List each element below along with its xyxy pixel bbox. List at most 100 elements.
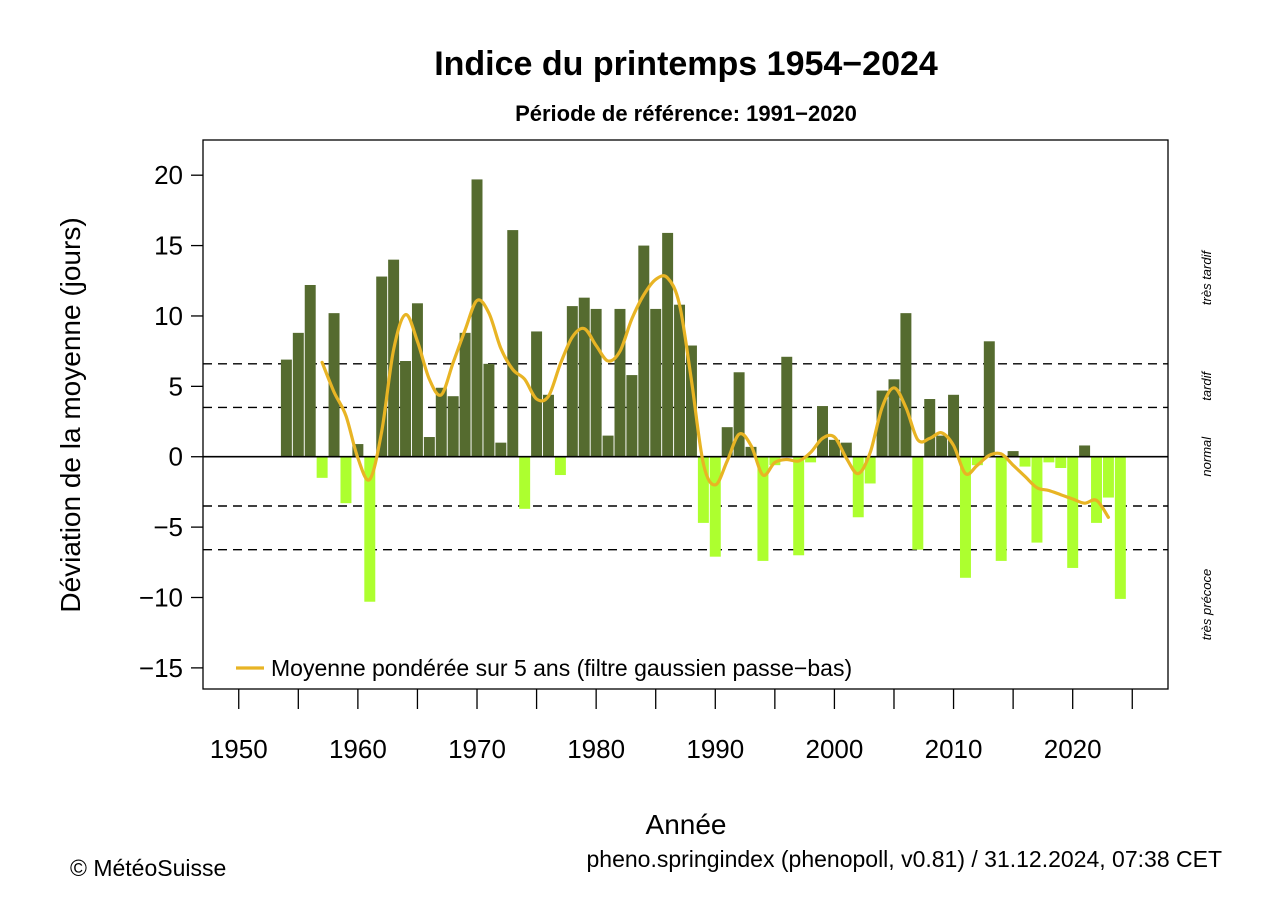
bar-1974 [519,456,531,509]
bar-1983 [626,375,638,457]
bar-2008 [924,399,936,457]
bar-1971 [483,363,495,457]
reference-lines [203,363,1168,551]
bar-1999 [817,406,828,457]
bar-2023 [1102,456,1114,498]
x-tick-label: 1990 [686,734,744,764]
bar-2024 [1114,456,1126,599]
chart-title: Indice du printemps 1954−2024 [434,45,938,83]
copyright: © MétéoSuisse [70,855,226,881]
y-tick-label: 0 [169,442,183,472]
x-tick-label: 1980 [567,734,625,764]
bar-1969 [459,332,471,457]
bar-1955 [292,332,304,457]
x-tick-label: 1950 [210,734,268,764]
bar-2003 [864,456,876,484]
x-tick-label: 1960 [329,734,387,764]
y-tick-label: 15 [154,231,183,261]
bar-1986 [662,232,674,457]
bar-2000 [828,439,840,457]
bar-1996 [781,356,793,457]
bar-1994 [757,456,769,561]
bar-2015 [1007,451,1019,457]
bar-1965 [411,303,423,457]
bar-1968 [447,396,459,457]
bar-2011 [959,456,971,578]
bar-1970 [471,179,483,457]
bar-1993 [745,446,757,457]
bar-2012 [971,456,983,466]
band-label: très précoce [1199,569,1214,641]
bar-2019 [1055,456,1067,468]
bar-2017 [1031,456,1043,543]
bar-2001 [840,442,852,457]
bar-1985 [650,308,662,457]
bar-1978 [566,306,578,457]
bar-2007 [912,456,924,550]
legend-label: Moyenne pondérée sur 5 ans (filtre gauss… [271,655,852,681]
band-label: très tardif [1199,250,1214,306]
bar-1958 [328,313,340,457]
bar-1982 [614,308,626,457]
y-tick-label: 10 [154,301,183,331]
bar-1987 [674,304,686,457]
bar-1990 [709,456,721,557]
bar-1972 [495,442,507,457]
bar-2013 [983,341,995,457]
bar-1954 [280,359,292,457]
y-tick-label: 5 [169,371,183,401]
bar-1964 [400,361,412,457]
bar-2021 [1079,445,1091,457]
y-tick-label: −15 [139,653,183,683]
bar-2020 [1067,456,1079,568]
bar-2022 [1091,456,1102,523]
bar-1961 [364,456,376,602]
bar-1976 [543,394,554,457]
bar-1984 [638,245,650,457]
bar-2010 [948,394,960,457]
bar-1979 [578,297,590,457]
bar-1998 [805,456,817,463]
bar-2006 [900,313,912,457]
x-tick-label: 2010 [925,734,983,764]
y-axis: −15 −10 −5 0 5 10 15 20 [139,160,203,683]
smoothed-mean-line [320,274,1110,519]
bar-1988 [685,345,697,457]
y-tick-label: −5 [153,512,183,542]
bar-1959 [340,456,352,504]
bar-2016 [1019,456,1031,467]
bar-2004 [876,390,888,457]
bar-1966 [423,437,435,457]
legend: Moyenne pondérée sur 5 ans (filtre gauss… [236,655,852,681]
bar-1957 [316,456,328,478]
bars-layer [280,179,1126,602]
bar-1975 [531,331,543,457]
band-label: tardif [1199,370,1214,400]
x-tick-label: 2020 [1044,734,1102,764]
band-labels: très tardif tardif normal très précoce [1199,250,1214,641]
bar-1967 [435,387,447,457]
y-tick-label: −10 [139,583,183,613]
bar-1977 [554,456,566,476]
y-axis-label: Déviation de la moyenne (jours) [55,217,86,612]
x-tick-label: 2000 [805,734,863,764]
chart-subtitle: Période de référence: 1991−2020 [515,101,857,126]
x-tick-label: 1970 [448,734,506,764]
bar-1989 [697,456,709,523]
x-axis: 1950 1960 1970 1980 1990 2000 2010 2020 [210,689,1133,764]
bar-1960 [352,444,364,457]
bar-2009 [936,435,948,457]
y-tick-label: 20 [154,160,183,190]
bar-1991 [721,427,733,457]
bar-1981 [602,435,614,457]
bar-1997 [793,456,805,556]
plot-frame [202,139,1169,690]
bar-1973 [507,230,519,457]
x-axis-label: Année [646,809,727,840]
bar-1980 [590,308,602,457]
bar-2018 [1043,456,1055,463]
bar-1962 [376,276,388,457]
bar-2002 [852,456,864,518]
band-label: normal [1199,436,1214,477]
